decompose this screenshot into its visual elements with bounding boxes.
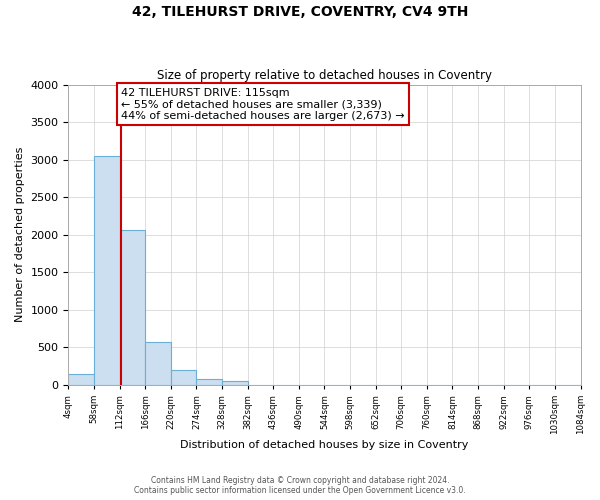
Text: Contains HM Land Registry data © Crown copyright and database right 2024.
Contai: Contains HM Land Registry data © Crown c… — [134, 476, 466, 495]
Bar — [196, 380, 222, 385]
Bar — [145, 342, 171, 385]
Bar — [222, 382, 248, 385]
Bar — [119, 230, 145, 385]
Bar — [68, 374, 94, 385]
Title: Size of property relative to detached houses in Coventry: Size of property relative to detached ho… — [157, 69, 492, 82]
Bar — [171, 370, 196, 385]
Text: 42, TILEHURST DRIVE, COVENTRY, CV4 9TH: 42, TILEHURST DRIVE, COVENTRY, CV4 9TH — [132, 5, 468, 19]
X-axis label: Distribution of detached houses by size in Coventry: Distribution of detached houses by size … — [180, 440, 469, 450]
Bar — [94, 156, 119, 385]
Text: 42 TILEHURST DRIVE: 115sqm
← 55% of detached houses are smaller (3,339)
44% of s: 42 TILEHURST DRIVE: 115sqm ← 55% of deta… — [121, 88, 404, 121]
Y-axis label: Number of detached properties: Number of detached properties — [15, 147, 25, 322]
